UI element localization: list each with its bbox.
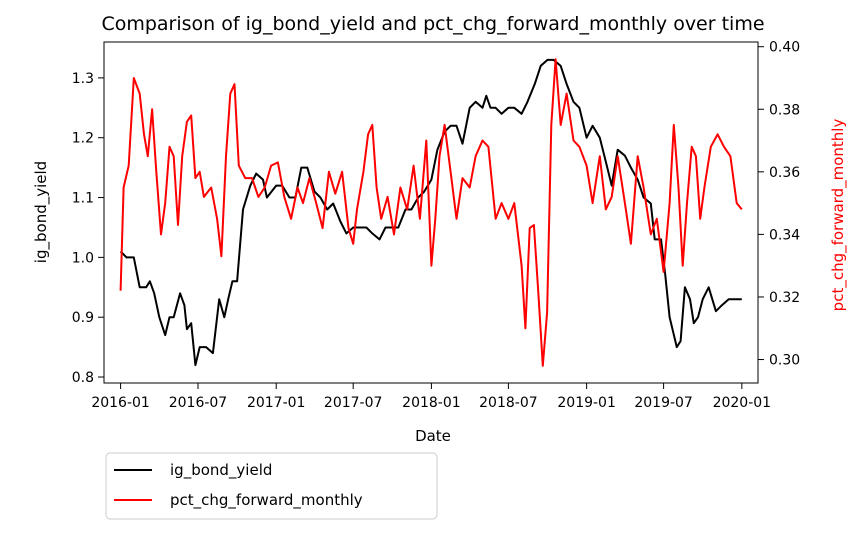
- y-right-tick-label: 0.36: [769, 165, 800, 181]
- series-line-pct-chg-forward-monthly: [119, 58, 743, 367]
- x-tick-label: 2017-01: [247, 395, 306, 411]
- legend-entry-pct-chg-forward-monthly: pct_chg_forward_monthly: [170, 491, 363, 510]
- y-left-tick-label: 1.3: [72, 71, 94, 87]
- x-tick-label: 2018-01: [402, 395, 461, 411]
- x-tick-label: 2016-01: [91, 395, 150, 411]
- legend-entry-ig-bond-yield: ig_bond_yield: [170, 461, 272, 480]
- y-right-tick-label: 0.38: [769, 102, 800, 118]
- chart-title: Comparison of ig_bond_yield and pct_chg_…: [101, 13, 764, 35]
- y-right-tick-label: 0.40: [769, 40, 800, 56]
- x-axis: 2016-01 2016-07 2017-01 2017-07 2018-01 2018-…: [91, 383, 771, 411]
- y-left-tick-label: 1.2: [72, 131, 94, 147]
- x-tick-label: 2018-07: [479, 395, 538, 411]
- y-left-tick-label: 1.1: [72, 191, 94, 207]
- plot-frame: [103, 41, 759, 384]
- x-tick-label: 2017-07: [324, 395, 383, 411]
- legend-box: [105, 452, 438, 520]
- series-layer: [119, 58, 743, 367]
- legend: ig_bond_yield pct_chg_forward_monthly: [105, 452, 438, 520]
- y-right-tick-label: 0.34: [769, 227, 800, 243]
- y-axis-left-label: ig_bond_yield: [32, 161, 51, 263]
- y-axis-right-label: pct_chg_forward_monthly: [829, 119, 848, 312]
- y-right-tick-label: 0.30: [769, 353, 800, 369]
- x-tick-label: 2020-01: [713, 395, 772, 411]
- x-tick-label: 2016-07: [169, 395, 228, 411]
- x-tick-label: 2019-01: [557, 395, 616, 411]
- y-left-tick-label: 0.8: [72, 370, 94, 386]
- y-axis-right: 0.30 0.32 0.34 0.36 0.38 0.40: [758, 40, 800, 369]
- y-left-tick-label: 0.9: [72, 310, 94, 326]
- y-left-tick-label: 1.0: [72, 250, 94, 266]
- series-line-ig-bond-yield: [119, 58, 742, 367]
- x-axis-label: Date: [415, 427, 451, 445]
- y-right-tick-label: 0.32: [769, 290, 800, 306]
- y-axis-left: 0.8 0.9 1.0 1.1 1.2 1.3: [72, 71, 104, 386]
- x-tick-label: 2019-07: [634, 395, 693, 411]
